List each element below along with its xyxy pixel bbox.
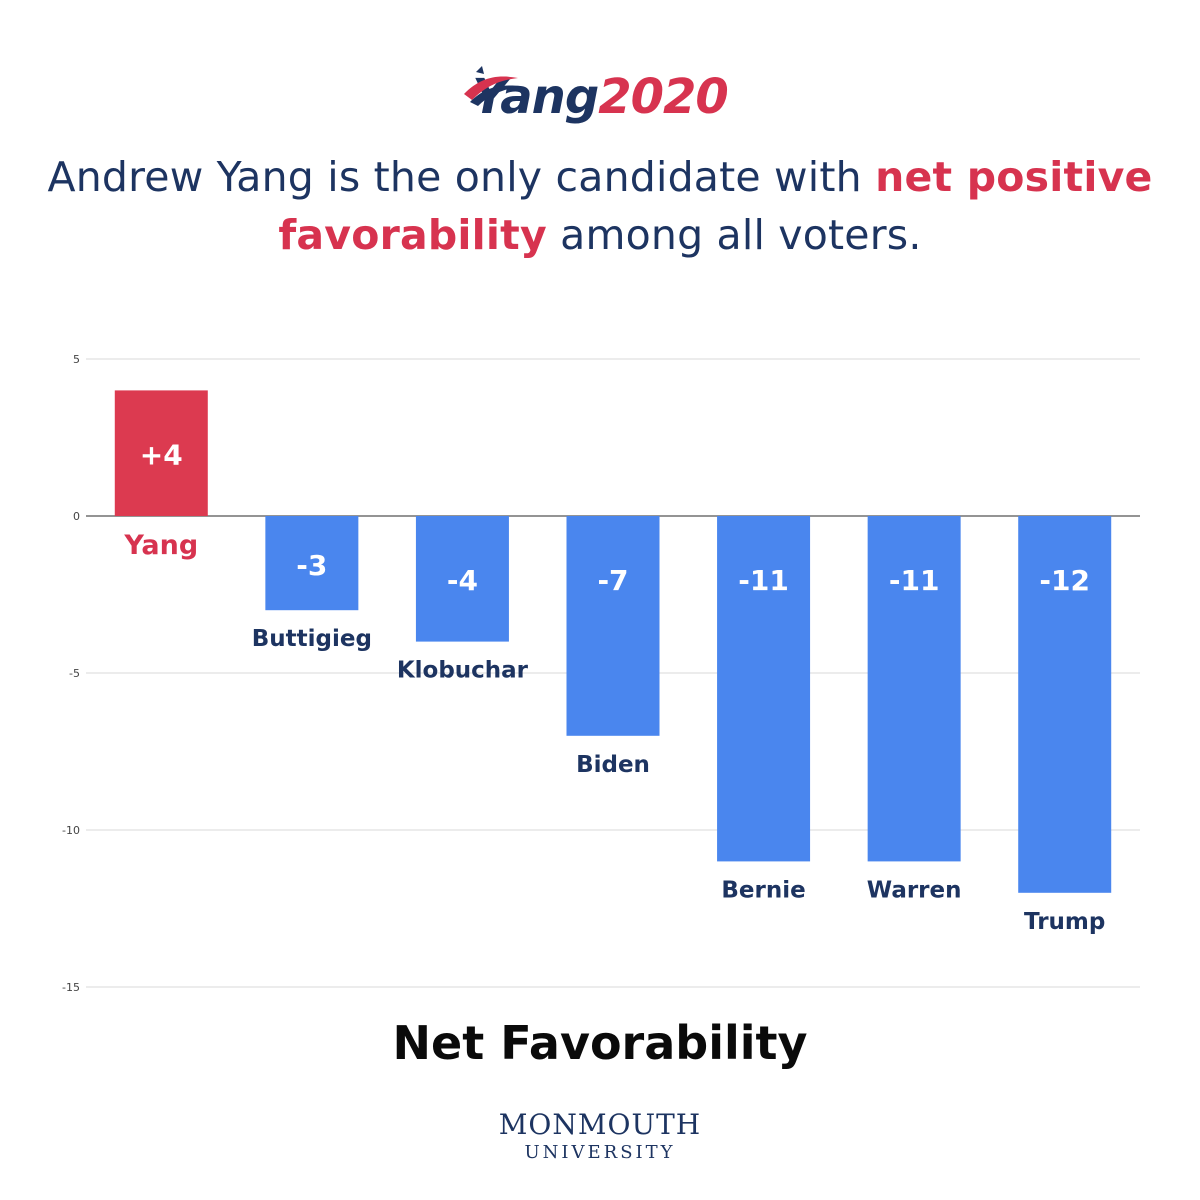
bar-biden xyxy=(566,516,660,736)
category-label-bernie: Bernie xyxy=(721,877,805,903)
chart-labels: 5 0 -5 -10 -15 +4 Yang -3 Buttigieg -4 Klobuchar -7… xyxy=(62,353,1105,994)
data-label-buttigieg: -3 xyxy=(296,549,327,582)
data-label-yang: +4 xyxy=(140,438,183,471)
category-label-biden: Biden xyxy=(576,752,650,778)
y-tick-label: -15 xyxy=(62,981,80,994)
monmouth-university-logo: MONMOUTH UNIVERSITY xyxy=(0,1108,1200,1164)
headline-part1: Andrew Yang is the only candidate with xyxy=(47,153,876,201)
university-sub: UNIVERSITY xyxy=(524,1142,676,1163)
category-label-warren: Warren xyxy=(867,877,962,903)
logo-year: 2020 xyxy=(598,69,729,125)
data-label-bernie: -11 xyxy=(738,564,789,597)
data-label-warren: -11 xyxy=(889,564,940,597)
category-label-yang: Yang xyxy=(123,530,198,561)
headline-highlight: net positive favorability xyxy=(278,153,1153,259)
bar-buttigieg xyxy=(265,516,359,611)
y-tick-label: -5 xyxy=(69,667,80,680)
data-label-klobuchar: -4 xyxy=(447,564,478,597)
category-label-klobuchar: Klobuchar xyxy=(397,658,529,684)
bar-bernie xyxy=(717,516,811,862)
data-label-trump: -12 xyxy=(1039,564,1090,597)
university-name: MONMOUTH xyxy=(498,1108,702,1141)
y-tick-label: -10 xyxy=(62,824,80,837)
bar-trump xyxy=(1018,516,1112,893)
x-axis-title: Net Favorability xyxy=(392,1016,808,1070)
bar-yang xyxy=(114,390,208,516)
headline-part2: among all voters. xyxy=(546,211,922,259)
y-tick-label: 5 xyxy=(73,353,80,366)
y-tick-label: 0 xyxy=(73,510,80,523)
category-label-buttigieg: Buttigieg xyxy=(252,626,372,652)
bar-warren xyxy=(867,516,961,862)
flag-swoosh-icon xyxy=(464,66,521,106)
data-label-biden: -7 xyxy=(597,564,628,597)
chart-bars xyxy=(114,390,1112,893)
headline: Andrew Yang is the only candidate with n… xyxy=(30,148,1170,264)
yang2020-logo: Yang2020 xyxy=(0,52,1200,142)
category-label-trump: Trump xyxy=(1024,909,1105,935)
bar-klobuchar xyxy=(415,516,509,642)
